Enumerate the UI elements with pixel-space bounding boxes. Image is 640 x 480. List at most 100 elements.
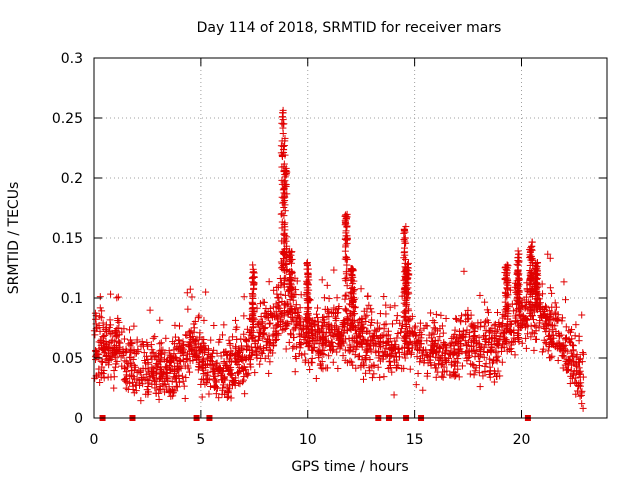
data-point: [491, 320, 499, 328]
data-point: [551, 310, 559, 318]
data-point: [290, 333, 298, 341]
data-point: [126, 359, 134, 367]
data-point: [240, 330, 248, 338]
data-point: [386, 335, 394, 343]
data-point: [114, 293, 122, 301]
data-point: [312, 330, 320, 338]
data-point: [91, 374, 99, 382]
data-point: [488, 344, 496, 352]
data-point: [222, 348, 230, 356]
data-point: [261, 323, 269, 331]
data-point: [330, 333, 338, 341]
data-point: [479, 372, 487, 380]
data-point: [332, 317, 340, 325]
data-point: [289, 296, 297, 304]
data-point: [155, 395, 163, 403]
data-point: [341, 356, 349, 364]
data-point: [430, 324, 438, 332]
data-point: [188, 293, 196, 301]
data-point: [462, 310, 470, 318]
data-point: [97, 314, 105, 322]
data-point: [306, 366, 314, 374]
data-point: [400, 351, 408, 359]
data-point: [401, 354, 409, 362]
data-point: [189, 352, 197, 360]
data-point: [325, 352, 333, 360]
data-point: [401, 234, 409, 242]
data-point: [282, 345, 290, 353]
data-point: [481, 367, 489, 375]
data-point: [486, 328, 494, 336]
data-point: [247, 363, 255, 371]
data-point: [361, 313, 369, 321]
data-point: [105, 361, 113, 369]
data-point: [363, 305, 371, 313]
data-point: [528, 238, 536, 246]
data-point: [283, 319, 291, 327]
data-point: [483, 348, 491, 356]
data-point: [334, 332, 342, 340]
data-point: [461, 337, 469, 345]
data-point: [400, 235, 408, 243]
data-point: [469, 323, 477, 331]
data-point: [226, 385, 234, 393]
data-point: [232, 316, 240, 324]
data-point: [195, 312, 203, 320]
data-point: [518, 317, 526, 325]
data-point: [144, 383, 152, 391]
data-point: [322, 341, 330, 349]
data-point: [391, 337, 399, 345]
data-point: [184, 305, 192, 313]
data-point: [555, 329, 563, 337]
data-point: [290, 343, 298, 351]
data-point: [368, 316, 376, 324]
data-point: [559, 341, 567, 349]
data-point: [190, 320, 198, 328]
data-point: [342, 306, 350, 314]
data-point: [499, 320, 507, 328]
data-point: [579, 404, 587, 412]
data-point: [464, 354, 472, 362]
data-point: [576, 392, 584, 400]
data-point: [382, 301, 390, 309]
data-point: [471, 349, 479, 357]
data-point: [383, 351, 391, 359]
data-point: [532, 327, 540, 335]
data-point: [522, 344, 530, 352]
data-point: [260, 330, 268, 338]
data-point: [579, 350, 587, 358]
data-point: [200, 316, 208, 324]
data-point: [157, 363, 165, 371]
data-point: [139, 380, 147, 388]
data-point: [304, 333, 312, 341]
data-point: [168, 378, 176, 386]
data-point: [334, 325, 342, 333]
data-point: [509, 337, 517, 345]
data-point: [213, 384, 221, 392]
data-point: [333, 294, 341, 302]
data-point: [187, 334, 195, 342]
data-point: [336, 340, 344, 348]
data-point: [342, 254, 350, 262]
data-point: [351, 351, 359, 359]
data-point: [115, 330, 123, 338]
data-point: [277, 311, 285, 319]
data-point: [133, 338, 141, 346]
data-point: [555, 339, 563, 347]
data-point: [296, 319, 304, 327]
data-point: [161, 349, 169, 357]
data-point: [418, 331, 426, 339]
data-point: [402, 339, 410, 347]
data-point: [375, 354, 383, 362]
data-point: [536, 317, 544, 325]
data-point: [280, 149, 288, 157]
data-point: [229, 333, 237, 341]
data-point: [180, 341, 188, 349]
data-point: [176, 345, 184, 353]
data-point: [535, 324, 543, 332]
data-point: [484, 308, 492, 316]
data-point: [146, 373, 154, 381]
data-point: [232, 343, 240, 351]
data-point: [454, 365, 462, 373]
data-point: [266, 319, 274, 327]
